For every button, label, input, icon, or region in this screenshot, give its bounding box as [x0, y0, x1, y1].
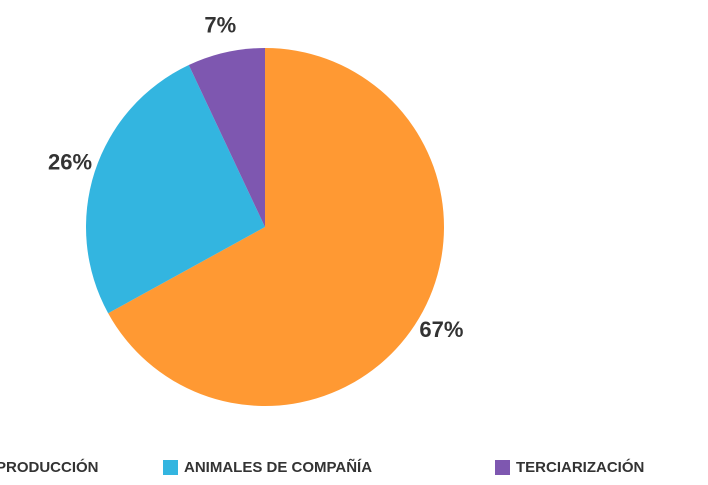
pie-slice — [188, 48, 265, 227]
legend-label: ANIMALES DE COMPAÑÍA — [184, 458, 372, 476]
value-label: 7% — [204, 13, 236, 38]
legend-label: TERCIARIZACIÓN — [516, 458, 644, 476]
legend-swatch — [163, 460, 178, 475]
legend-label: PRODUCCIÓN — [0, 458, 99, 476]
value-label: 67% — [419, 317, 463, 342]
pie-slice — [108, 48, 444, 406]
pie-slice — [85, 65, 266, 314]
value-label: 26% — [48, 149, 92, 174]
legend-swatch — [495, 460, 510, 475]
